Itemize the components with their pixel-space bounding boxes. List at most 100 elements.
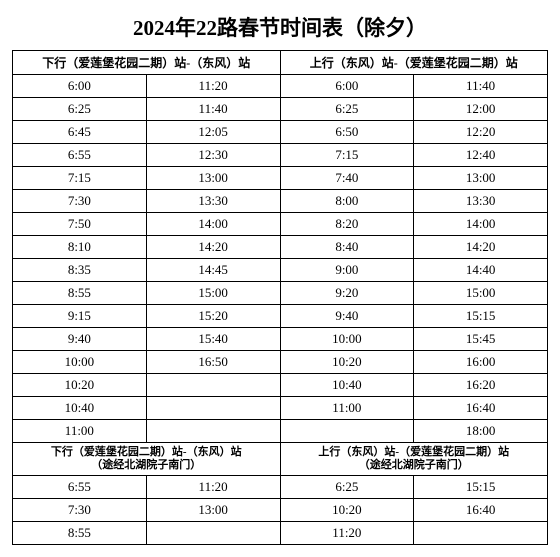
time-cell: 6:00	[13, 75, 147, 98]
time-cell: 13:00	[414, 167, 548, 190]
time-cell: 8:55	[13, 522, 147, 545]
time-cell: 6:55	[13, 144, 147, 167]
time-cell: 10:00	[280, 328, 414, 351]
table-row: 8:55 11:20	[13, 522, 548, 545]
time-cell: 13:30	[414, 190, 548, 213]
time-cell: 9:00	[280, 259, 414, 282]
time-cell	[146, 374, 280, 397]
table-row: 7:1513:007:4013:00	[13, 167, 548, 190]
time-cell: 6:50	[280, 121, 414, 144]
time-cell	[146, 420, 280, 443]
time-cell: 13:00	[146, 167, 280, 190]
time-cell: 8:55	[13, 282, 147, 305]
time-cell: 18:00	[414, 420, 548, 443]
schedule-table: 下行（爱莲堡花园二期）站-（东风）站 上行（东风）站-（爱莲堡花园二期）站 6:…	[12, 50, 548, 545]
time-cell: 7:15	[280, 144, 414, 167]
time-cell: 13:30	[146, 190, 280, 213]
time-cell: 9:15	[13, 305, 147, 328]
time-cell: 16:40	[414, 499, 548, 522]
time-cell: 8:40	[280, 236, 414, 259]
time-cell: 6:45	[13, 121, 147, 144]
time-cell: 10:40	[280, 374, 414, 397]
time-cell: 14:45	[146, 259, 280, 282]
table-row: 10:20 10:4016:20	[13, 374, 548, 397]
table-row: 6:5512:307:1512:40	[13, 144, 548, 167]
header2-up: 上行（东风）站-（爱莲堡花园二期）站（途经北湖院子南门）	[280, 443, 548, 476]
time-cell: 15:40	[146, 328, 280, 351]
header-down: 下行（爱莲堡花园二期）站-（东风）站	[13, 51, 281, 75]
time-cell: 6:25	[280, 476, 414, 499]
time-cell: 7:30	[13, 499, 147, 522]
time-cell: 15:45	[414, 328, 548, 351]
time-cell: 7:30	[13, 190, 147, 213]
time-cell	[146, 522, 280, 545]
time-cell: 14:00	[414, 213, 548, 236]
time-cell: 13:00	[146, 499, 280, 522]
time-cell: 11:40	[414, 75, 548, 98]
table-row: 8:5515:009:2015:00	[13, 282, 548, 305]
time-cell: 8:00	[280, 190, 414, 213]
time-cell: 11:20	[146, 476, 280, 499]
time-cell: 9:20	[280, 282, 414, 305]
time-cell: 6:25	[13, 98, 147, 121]
time-cell: 15:15	[414, 305, 548, 328]
time-cell: 15:20	[146, 305, 280, 328]
time-cell: 7:50	[13, 213, 147, 236]
time-cell: 16:40	[414, 397, 548, 420]
time-cell: 15:00	[414, 282, 548, 305]
time-cell: 7:15	[13, 167, 147, 190]
time-cell: 8:10	[13, 236, 147, 259]
time-cell: 9:40	[13, 328, 147, 351]
table-row: 6:2511:406:2512:00	[13, 98, 548, 121]
time-cell: 11:40	[146, 98, 280, 121]
time-cell: 15:15	[414, 476, 548, 499]
time-cell: 14:20	[146, 236, 280, 259]
time-cell	[146, 397, 280, 420]
time-cell: 15:00	[146, 282, 280, 305]
time-cell: 12:30	[146, 144, 280, 167]
time-cell: 10:00	[13, 351, 147, 374]
time-cell: 12:00	[414, 98, 548, 121]
table-row: 10:0016:5010:2016:00	[13, 351, 548, 374]
table-row: 6:5511:206:2515:15	[13, 476, 548, 499]
time-cell: 14:00	[146, 213, 280, 236]
time-cell: 6:00	[280, 75, 414, 98]
time-cell: 14:20	[414, 236, 548, 259]
time-cell: 9:40	[280, 305, 414, 328]
time-cell: 16:50	[146, 351, 280, 374]
header-up: 上行（东风）站-（爱莲堡花园二期）站	[280, 51, 548, 75]
time-cell: 6:25	[280, 98, 414, 121]
time-cell: 16:00	[414, 351, 548, 374]
time-cell: 8:20	[280, 213, 414, 236]
table-row: 10:40 11:0016:40	[13, 397, 548, 420]
table-row: 7:3013:308:0013:30	[13, 190, 548, 213]
time-cell: 16:20	[414, 374, 548, 397]
time-cell: 12:40	[414, 144, 548, 167]
time-cell: 14:40	[414, 259, 548, 282]
table-row: 11:00 18:00	[13, 420, 548, 443]
table-row: 9:4015:4010:0015:45	[13, 328, 548, 351]
time-cell: 10:20	[280, 499, 414, 522]
table-row: 9:1515:209:4015:15	[13, 305, 548, 328]
header2-down: 下行（爱莲堡花园二期）站-（东风）站（途经北湖院子南门）	[13, 443, 281, 476]
table-row: 7:5014:008:2014:00	[13, 213, 548, 236]
time-cell: 12:05	[146, 121, 280, 144]
table-row: 6:4512:056:5012:20	[13, 121, 548, 144]
time-cell: 11:00	[13, 420, 147, 443]
time-cell	[280, 420, 414, 443]
time-cell: 7:40	[280, 167, 414, 190]
time-cell: 8:35	[13, 259, 147, 282]
time-cell: 11:20	[280, 522, 414, 545]
time-cell: 11:20	[146, 75, 280, 98]
time-cell: 10:20	[280, 351, 414, 374]
table-row: 7:3013:0010:2016:40	[13, 499, 548, 522]
table-row: 6:0011:206:0011:40	[13, 75, 548, 98]
time-cell: 10:20	[13, 374, 147, 397]
time-cell: 11:00	[280, 397, 414, 420]
table-row: 8:3514:459:0014:40	[13, 259, 548, 282]
page-title: 2024年22路春节时间表（除夕）	[12, 12, 548, 42]
table-row: 8:1014:208:4014:20	[13, 236, 548, 259]
time-cell: 12:20	[414, 121, 548, 144]
time-cell: 10:40	[13, 397, 147, 420]
time-cell: 6:55	[13, 476, 147, 499]
